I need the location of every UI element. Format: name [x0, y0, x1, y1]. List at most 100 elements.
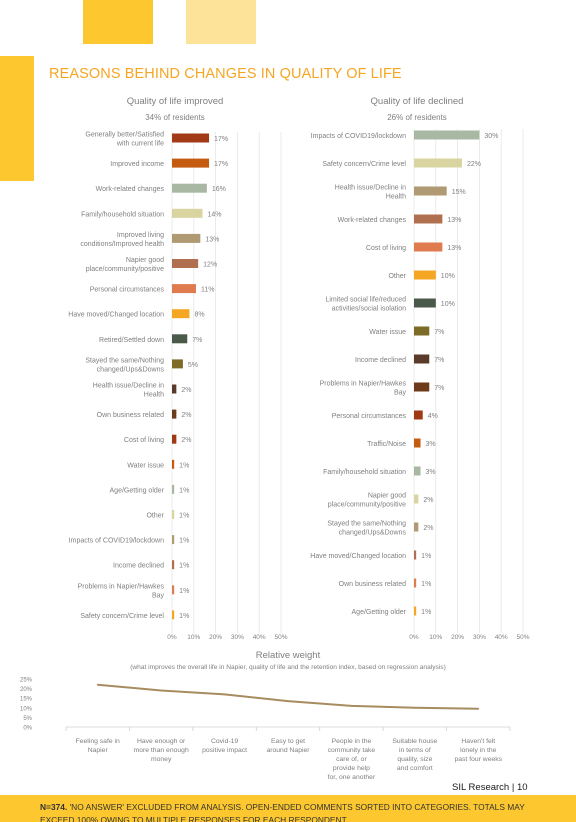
declined-category-label: Have moved/Changed location — [310, 553, 406, 560]
improved-category-label: Improved living conditions/Improved healt… — [80, 232, 164, 248]
footer-sample-size: n=374. — [40, 802, 68, 812]
decor-block-light — [186, 0, 256, 44]
declined-category-label: Stayed the same/Nothing changed/Ups&Downs — [327, 521, 406, 537]
declined-data-label: 2% — [423, 525, 433, 532]
declined-bar — [414, 522, 419, 532]
improved-category-label: Income declined — [113, 563, 164, 570]
declined-data-label: 7% — [434, 357, 444, 364]
improved-tick-label: 0% — [167, 634, 177, 641]
declined-tick-label: 10% — [429, 634, 442, 641]
declined-category-label: Age/Getting older — [352, 609, 407, 616]
declined-bar — [414, 550, 417, 560]
improved-bar — [172, 535, 175, 545]
improved-category-label: Health issue/Decline in Health — [93, 383, 164, 399]
improved-category-label: Impacts of COVID19/lockdown — [69, 538, 164, 545]
improved-data-label: 1% — [179, 563, 189, 570]
improved-data-label: 17% — [214, 136, 228, 143]
improved-chart-subtitle: 34% of residents — [145, 113, 205, 122]
declined-bar — [414, 242, 443, 252]
declined-data-label: 4% — [428, 413, 438, 420]
improved-category-label: Family/household situation — [81, 211, 164, 218]
declined-data-label: 10% — [441, 273, 455, 280]
declined-data-label: 1% — [421, 581, 431, 588]
declined-data-label: 1% — [421, 553, 431, 560]
declined-tick-label: 20% — [451, 634, 464, 641]
declined-chart-title: Quality of life declined — [370, 96, 464, 107]
declined-tick-label: 30% — [473, 634, 486, 641]
declined-bar — [414, 186, 447, 196]
improved-bar — [172, 510, 175, 519]
declined-data-label: 7% — [434, 329, 444, 336]
weight-point — [413, 706, 416, 709]
improved-category-label: Other — [146, 513, 164, 520]
declined-category-label: Income declined — [355, 357, 406, 364]
improved-data-label: 5% — [188, 362, 198, 369]
improved-bar — [172, 585, 175, 595]
declined-bar — [414, 270, 436, 280]
improved-chart-title: Quality of life improved — [126, 96, 224, 107]
weight-chart-subtitle: (what improves the overall life in Napie… — [130, 664, 446, 671]
improved-data-label: 13% — [205, 236, 219, 243]
declined-bar — [414, 438, 421, 448]
declined-data-label: 1% — [421, 609, 431, 616]
declined-category-label: Napier good place/community/positive — [328, 493, 406, 509]
declined-bar — [414, 410, 423, 420]
declined-category-label: Other — [388, 273, 406, 280]
improved-bar — [172, 309, 190, 319]
improved-data-label: 8% — [194, 312, 204, 319]
improved-data-label: 1% — [179, 613, 189, 620]
improved-category-label: Napier good place/community/positive — [86, 257, 164, 273]
improved-bar — [172, 233, 201, 243]
improved-bar — [172, 259, 199, 268]
improved-data-label: 1% — [179, 462, 189, 469]
improved-bar — [172, 459, 175, 469]
weight-y-tick-label: 10% — [20, 706, 33, 712]
improved-bar — [172, 484, 175, 494]
declined-tick-label: 50% — [516, 634, 529, 641]
improved-category-label: Stayed the same/Nothing changed/Ups&Downs — [85, 357, 164, 373]
declined-data-label: 3% — [426, 441, 436, 448]
declined-data-label: 13% — [447, 245, 461, 252]
improved-data-label: 7% — [192, 337, 202, 344]
declined-bar — [414, 214, 443, 224]
declined-data-label: 3% — [426, 469, 436, 476]
improved-bar — [172, 409, 177, 419]
declined-category-label: Health issue/Decline in Health — [335, 185, 406, 201]
weight-point — [477, 707, 480, 710]
declined-data-label: 15% — [452, 189, 466, 196]
improved-data-label: 2% — [181, 437, 191, 444]
declined-category-label: Water issue — [369, 329, 406, 336]
declined-bar — [414, 158, 462, 168]
improved-category-label: Personal circumstances — [90, 287, 165, 294]
decor-block-yellow — [83, 0, 153, 44]
weight-point — [96, 683, 99, 686]
declined-tick-label: 0% — [409, 634, 419, 641]
improved-tick-label: 40% — [253, 634, 266, 641]
weight-category-label: Haven't felt lonely in the past four weeks — [454, 738, 502, 763]
weight-category-label: Suitable house in terms of quality, size an… — [392, 738, 437, 772]
footer-note: n=374. 'NO ANSWER' EXCLUDED FROM ANALYSI… — [40, 801, 560, 822]
improved-bar — [172, 208, 203, 218]
weight-category-label: Feeling safe in Napier — [76, 738, 120, 754]
weight-category-label: Easy to get around Napier — [266, 738, 310, 754]
declined-bar — [414, 130, 480, 140]
weight-point — [287, 700, 289, 702]
improved-category-label: Problems in Napier/Hawkes Bay — [78, 583, 165, 599]
improved-tick-label: 30% — [231, 634, 244, 641]
declined-category-label: Cost of living — [366, 245, 406, 252]
improved-bar — [172, 284, 196, 294]
improved-bar — [172, 434, 177, 444]
improved-bar — [172, 384, 177, 394]
improved-data-label: 1% — [179, 513, 189, 520]
weight-point — [160, 689, 163, 692]
weight-point — [350, 704, 353, 707]
declined-category-label: Limited social life/reduced activities/so… — [325, 297, 406, 313]
declined-data-label: 10% — [441, 301, 455, 308]
declined-category-label: Impacts of COVID19/lockdown — [311, 133, 406, 140]
declined-bar — [414, 466, 421, 476]
weight-y-tick-label: 20% — [20, 687, 33, 693]
improved-tick-label: 20% — [209, 634, 222, 641]
improved-bar — [172, 610, 175, 620]
